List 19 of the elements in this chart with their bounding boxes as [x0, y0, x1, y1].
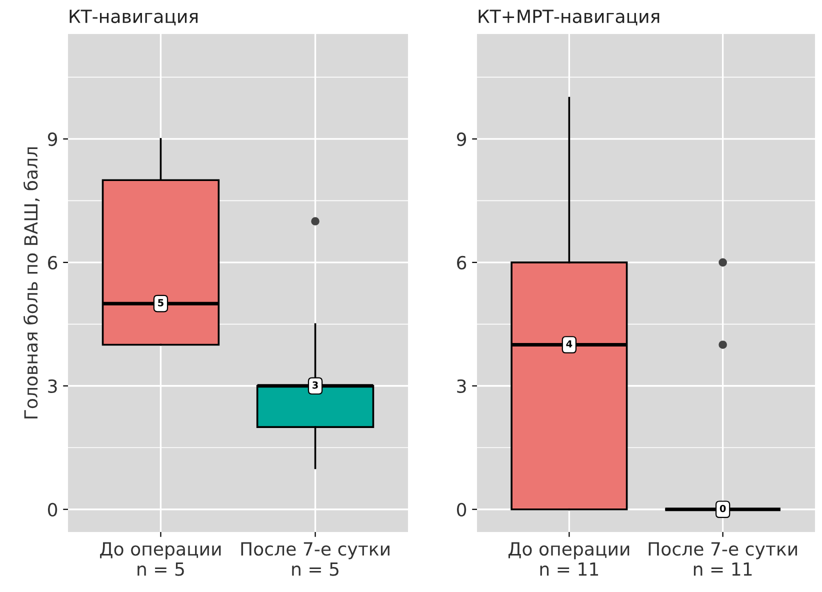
y-tick-label: 3	[48, 379, 57, 394]
y-tick-label: 6	[457, 256, 466, 270]
y-tick-label: 6	[48, 256, 58, 270]
y-tick-label: 0	[456, 502, 466, 516]
annotation: 3	[312, 381, 318, 389]
chart-title: КТ-навигация	[70, 10, 198, 26]
x-tick-label: До операции n = 11	[508, 542, 630, 576]
y-tick-label: 9	[456, 132, 466, 146]
x-tick-label: До операции n = 5	[100, 542, 221, 576]
y-tick-label: 3	[457, 379, 466, 394]
y-tick-label: 9	[48, 132, 58, 146]
y-tick-label: 0	[48, 502, 58, 516]
annotation: 0	[720, 504, 726, 512]
chart-title: КТ+МРТ-навигация	[478, 10, 660, 26]
y-axis-title: Головная боль по ВАШ, балл	[23, 147, 40, 418]
x-tick-label: После 7-е сутки n = 5	[241, 542, 390, 576]
x-tick-label: После 7-е сутки n = 11	[648, 542, 797, 576]
annotation: 4	[566, 340, 572, 348]
annotation: 5	[158, 299, 164, 306]
